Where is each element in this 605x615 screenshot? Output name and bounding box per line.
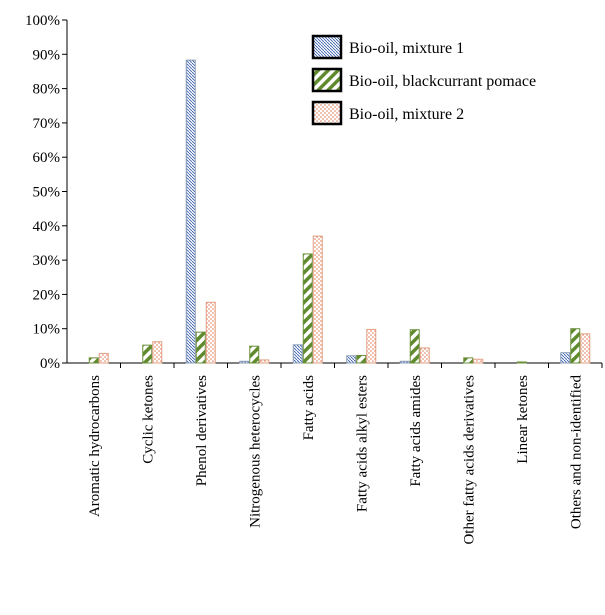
bar-series-1-4 [292,344,303,364]
bar-series-3-0 [98,352,109,364]
bars [88,59,591,364]
bar-series-3-5 [366,328,377,364]
y-tick-label: 80% [33,82,61,98]
bar-series-2-8 [516,361,527,364]
x-tick-label: Other fatty acids derivatives [461,375,477,545]
y-tick-label: 50% [33,185,61,201]
bar-series-2-0 [88,357,99,364]
x-tick-label: Phenol derivatives [194,375,210,486]
bar-series-2-6 [409,329,420,364]
bar-series-3-9 [580,333,591,364]
bar-series-2-4 [302,253,313,364]
bar-series-1-6 [399,360,410,364]
y-tick-label: 0% [40,356,60,372]
bar-series-1-3 [239,360,250,364]
bar-series-3-4 [312,235,323,364]
legend-label-2: Bio-oil, blackcurrant pomace [349,73,536,90]
bar-series-3-1 [152,341,163,364]
x-tick-labels: Aromatic hydrocarbons Cyclic ketones Pheno… [87,375,585,545]
y-tick-label: 90% [33,47,61,63]
bar-series-3-6 [419,347,430,364]
legend-swatch-2 [311,67,343,93]
bar-series-2-3 [249,345,260,364]
bar-series-2-1 [142,344,153,364]
y-tick-label: 60% [33,150,61,166]
bar-series-3-3 [259,359,270,364]
legend: Bio-oil, mixture 1 Bio-oil, blackcurrant … [311,34,536,126]
x-tick-label: Aromatic hydrocarbons [87,375,103,517]
x-tick-label: Linear ketones [515,375,531,464]
bar-series-1-2 [185,59,196,364]
bar-series-2-2 [195,331,206,364]
legend-swatch-1 [311,34,343,60]
x-tick-label: Fatty acids amides [408,375,424,487]
bar-series-3-7 [473,358,484,364]
bar-series-3-2 [205,301,216,364]
x-tick-label: Fatty acids alkyl esters [354,375,370,512]
x-tick-label: Fatty acids [301,375,317,441]
y-tick-label: 10% [33,322,61,338]
x-tick-label: Others and non-identified [568,375,584,530]
y-tick-label: 100% [25,13,60,29]
y-tick-labels: 0% 10% 20% 30% 40% 50% 60% 70% 80% 90% 100% [25,13,60,372]
y-tick-label: 40% [33,219,61,235]
x-tick-label: Nitrogenous heterocycles [247,375,263,528]
x-tick-label: Cyclic ketones [140,375,156,464]
y-tick-label: 70% [33,116,61,132]
bar-series-2-5 [356,354,367,364]
bar-series-1-9 [560,352,571,364]
bar-series-2-7 [463,357,474,364]
y-tick-label: 30% [33,253,61,269]
bar-series-1-5 [346,355,357,364]
y-tick-label: 20% [33,287,61,303]
legend-swatch-3 [311,100,343,126]
legend-label-3: Bio-oil, mixture 2 [349,106,464,123]
bar-series-2-9 [570,328,581,364]
legend-label-1: Bio-oil, mixture 1 [349,40,464,57]
